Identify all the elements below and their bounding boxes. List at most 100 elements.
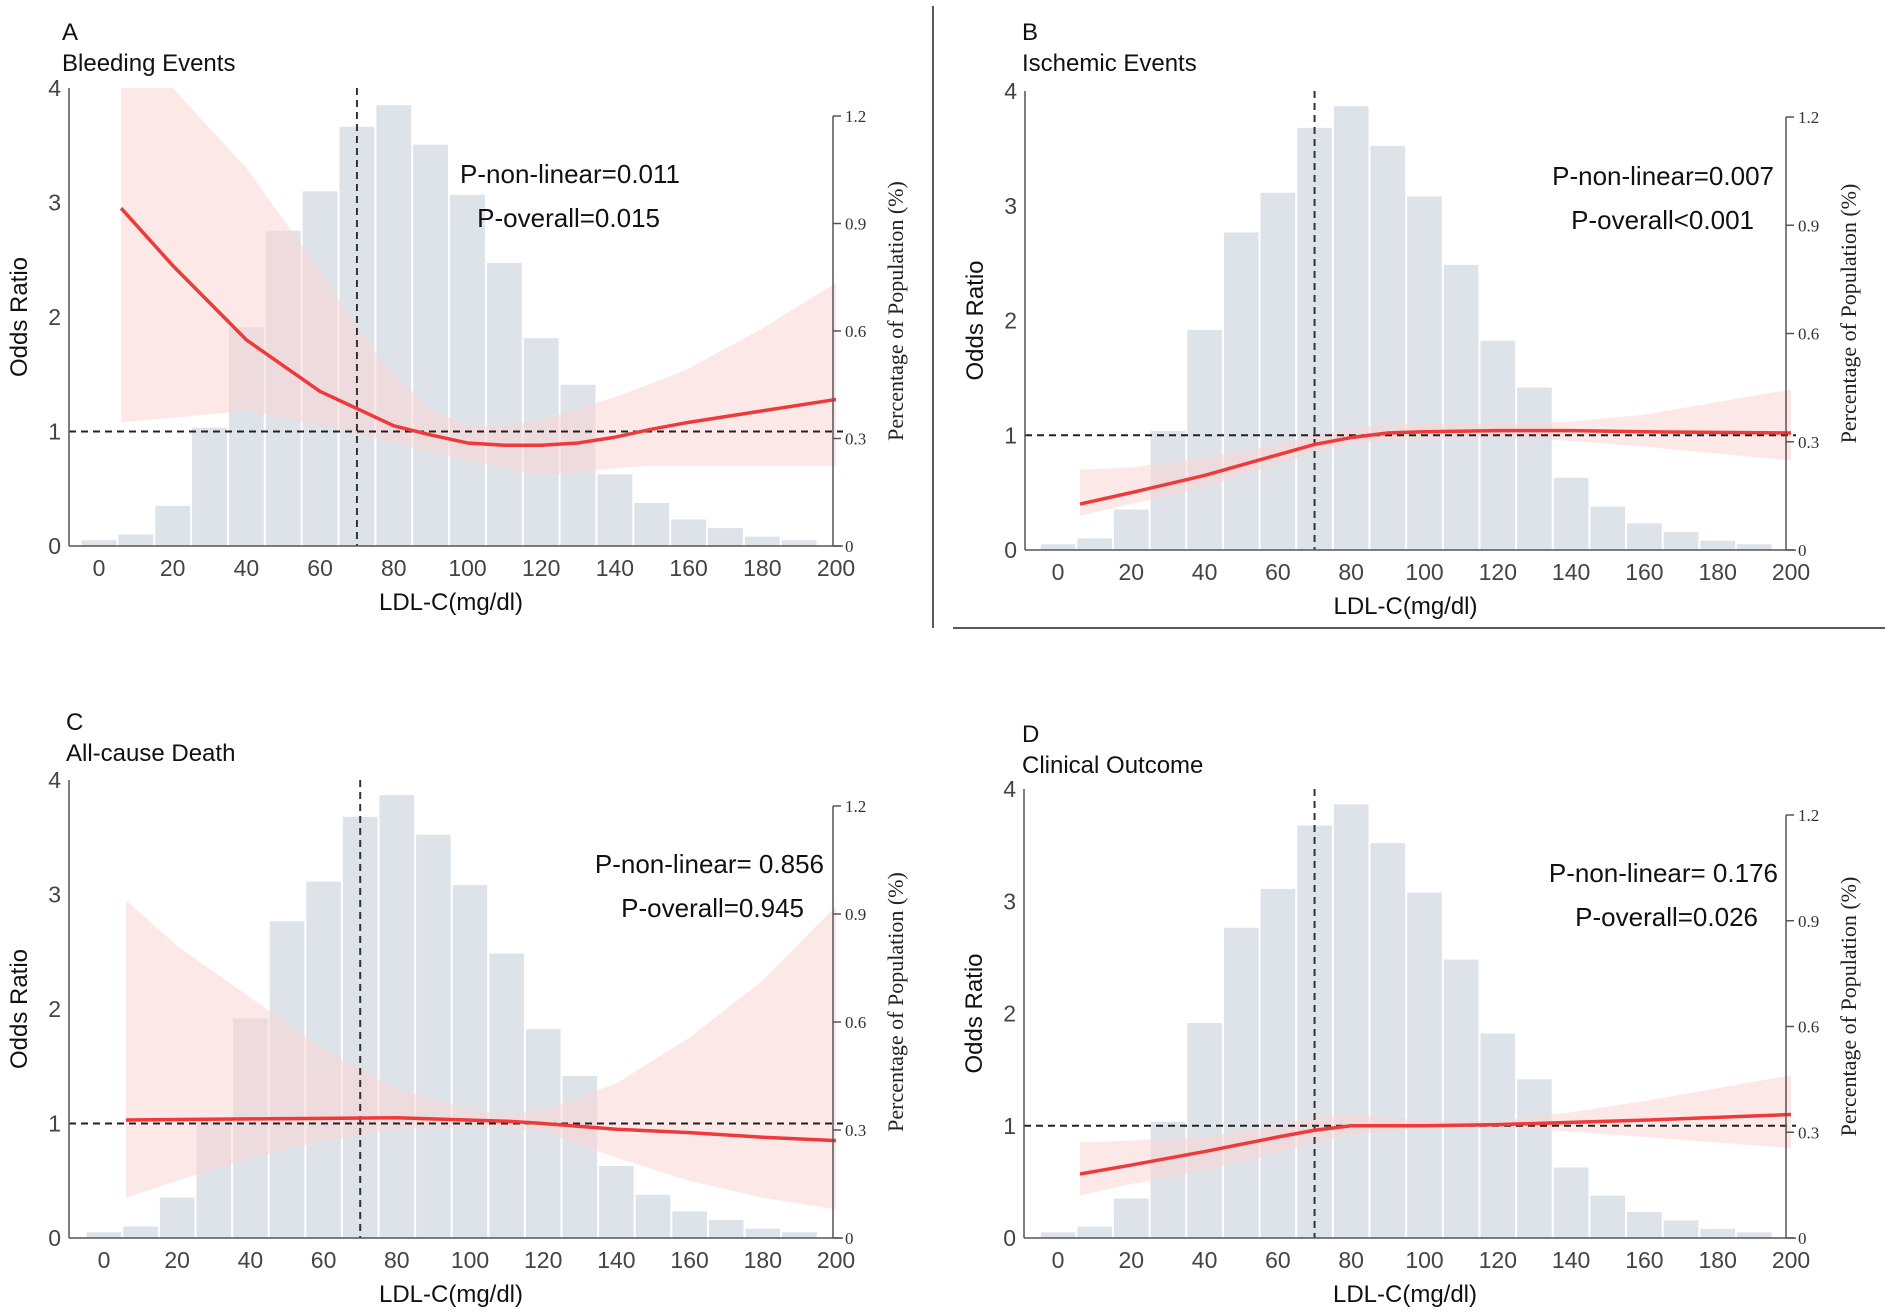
histogram-bar	[1223, 927, 1259, 1238]
p-overall-annotation: P-overall=0.945	[621, 893, 804, 923]
histogram-bar	[1627, 523, 1662, 550]
panel-title: Ischemic Events	[1022, 50, 1197, 77]
x-tick-label: 100	[448, 555, 486, 581]
histogram-bar	[1627, 1211, 1662, 1238]
histogram-bar	[1663, 531, 1699, 550]
histogram-bar	[1553, 1167, 1589, 1238]
x-tick-label: 140	[1552, 559, 1590, 585]
y-tick-label: 4	[48, 75, 61, 101]
y-tick-label: 1	[48, 1111, 61, 1137]
p-nonlinear-annotation: P-non-linear= 0.856	[595, 849, 824, 879]
y-tick-label: 4	[1003, 776, 1016, 802]
histogram-bar	[1737, 1232, 1772, 1238]
histogram-bar	[1407, 892, 1442, 1238]
histogram-bar	[118, 534, 154, 546]
x-tick-label: 120	[522, 555, 560, 581]
histogram-bar	[672, 1211, 707, 1238]
histogram-bar	[379, 795, 415, 1238]
y-tick-label: 0	[1003, 1225, 1016, 1251]
histogram-bar	[1737, 544, 1772, 550]
p-overall-annotation: P-overall<0.001	[1571, 205, 1754, 235]
y-tick-label: 1	[1004, 422, 1017, 448]
y-tick-label: 1	[48, 419, 61, 445]
y-axis-label: Odds Ratio	[962, 260, 989, 380]
x-tick-label: 80	[381, 555, 407, 581]
histogram-bar	[708, 528, 743, 546]
x-tick-label: 40	[234, 555, 260, 581]
histogram-bar	[671, 519, 707, 546]
x-tick-label: 100	[1405, 1247, 1443, 1273]
histogram-bar	[86, 1232, 122, 1238]
y2-axis-label: Percentage of Population (%)	[883, 872, 908, 1132]
y-tick-label: 0	[1004, 537, 1017, 563]
y2-tick-label: 0.3	[845, 1121, 866, 1140]
histogram-bar	[634, 503, 670, 546]
histogram-bar	[123, 1226, 158, 1238]
x-tick-label: 100	[451, 1247, 489, 1273]
y2-tick-label: 0.3	[1798, 1123, 1819, 1142]
histogram-bar	[597, 474, 633, 546]
y2-tick-label: 0.9	[1798, 216, 1819, 235]
x-tick-label: 140	[596, 555, 634, 581]
panel-letter: B	[1022, 19, 1038, 46]
histogram-bar	[744, 536, 780, 546]
p-nonlinear-annotation: P-non-linear=0.011	[460, 159, 680, 189]
y-tick-label: 0	[48, 1225, 61, 1251]
y2-tick-label: 0.3	[1798, 433, 1819, 452]
y-tick-label: 0	[48, 533, 61, 559]
histogram-bar	[1040, 1232, 1076, 1238]
y2-tick-label: 0.9	[845, 905, 866, 924]
histogram-bar	[1040, 544, 1076, 550]
x-tick-label: 200	[817, 1247, 855, 1273]
x-tick-label: 60	[311, 1247, 337, 1273]
histogram-bar	[1443, 264, 1479, 550]
x-tick-label: 120	[524, 1247, 562, 1273]
x-tick-label: 180	[744, 1247, 782, 1273]
x-tick-label: 160	[1625, 1247, 1663, 1273]
histogram-bar	[1480, 1033, 1516, 1238]
histogram-bar	[1370, 843, 1406, 1238]
histogram-bar	[1113, 1198, 1149, 1238]
histogram-bar	[1370, 145, 1406, 550]
p-overall-annotation: P-overall=0.026	[1575, 902, 1758, 932]
y2-axis-label: Percentage of Population (%)	[1836, 184, 1861, 444]
histogram-bar	[1663, 1220, 1699, 1238]
x-axis-label: LDL-C(mg/dl)	[379, 589, 523, 616]
histogram-bar	[155, 505, 191, 546]
histogram-bar	[1700, 540, 1736, 550]
x-tick-label: 100	[1405, 559, 1443, 585]
x-tick-label: 140	[597, 1247, 635, 1273]
x-tick-label: 40	[1192, 559, 1218, 585]
x-tick-label: 80	[1338, 1247, 1364, 1273]
x-tick-label: 0	[1052, 559, 1065, 585]
y-tick-label: 3	[1004, 193, 1017, 219]
histogram-bar	[1407, 196, 1442, 550]
histogram-bar	[1333, 804, 1369, 1238]
y-tick-label: 2	[48, 996, 61, 1022]
histogram-bar	[376, 105, 412, 546]
y-tick-label: 1	[1003, 1113, 1016, 1139]
y2-axis-label: Percentage of Population (%)	[1836, 877, 1861, 1137]
x-tick-label: 20	[1119, 559, 1145, 585]
y2-tick-label: 0.3	[845, 430, 866, 449]
x-tick-label: 0	[98, 1247, 111, 1273]
y-tick-label: 2	[1004, 308, 1017, 334]
x-tick-label: 20	[1119, 1247, 1145, 1273]
or-curve	[125, 1116, 837, 1143]
y2-tick-label: 0.6	[845, 322, 866, 341]
histogram-bar	[1260, 889, 1296, 1238]
y2-tick-label: 1.2	[845, 107, 866, 126]
p-nonlinear-annotation: P-non-linear=0.007	[1552, 161, 1774, 191]
histogram-bar	[450, 194, 485, 547]
histogram-bar	[1187, 329, 1222, 550]
x-tick-label: 180	[1699, 1247, 1737, 1273]
y-axis-label: Odds Ratio	[6, 949, 33, 1069]
histogram-bar	[1333, 106, 1369, 551]
y2-tick-label: 1.2	[1798, 108, 1819, 127]
y2-tick-label: 0.9	[1798, 912, 1819, 931]
histogram-bar	[1187, 1022, 1222, 1238]
histogram-bar	[452, 885, 488, 1238]
y-tick-label: 4	[48, 767, 61, 793]
